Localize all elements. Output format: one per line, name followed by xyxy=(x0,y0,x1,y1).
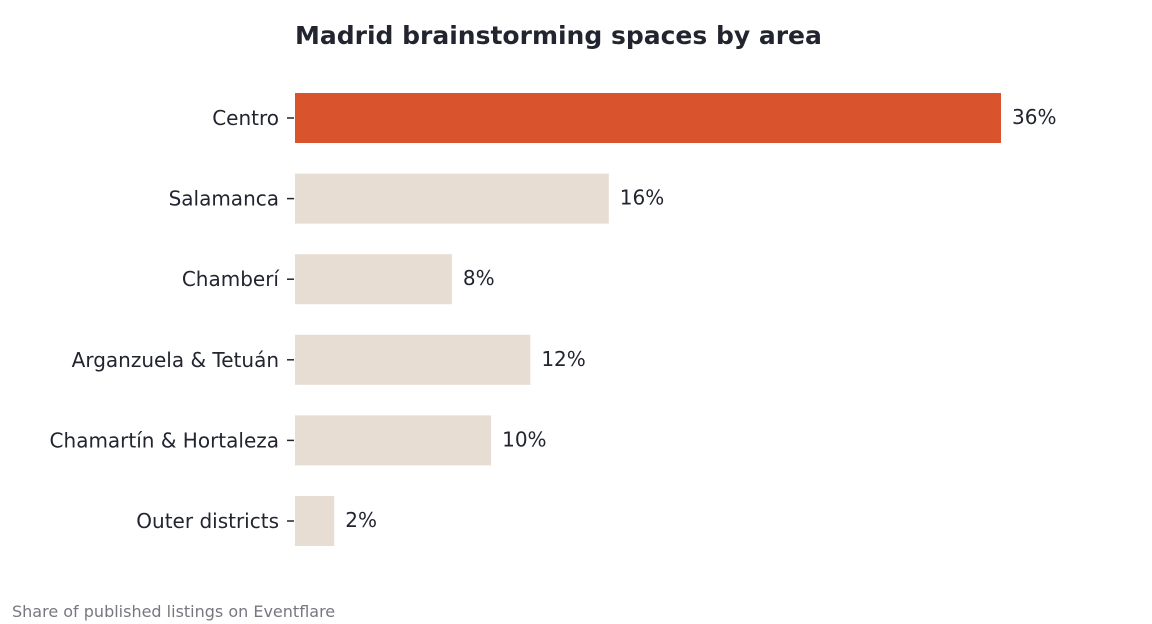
data-label-2: 8% xyxy=(463,266,495,290)
data-label-1: 16% xyxy=(620,186,664,210)
y-tick-label-5: Outer districts xyxy=(136,509,279,533)
chart-title: Madrid brainstorming spaces by area xyxy=(295,21,822,50)
bar-0 xyxy=(295,93,1001,143)
y-tick-label-4: Chamartín & Hortaleza xyxy=(50,428,279,452)
bar-2 xyxy=(295,254,452,305)
y-tick-label-2: Chamberí xyxy=(182,267,281,291)
footnote: Share of published listings on Eventflar… xyxy=(12,602,336,621)
bar-3 xyxy=(295,334,531,385)
y-tick-label-1: Salamanca xyxy=(169,187,279,211)
data-label-3: 12% xyxy=(541,347,585,371)
y-tick-label-0: Centro xyxy=(212,106,279,130)
data-label-5: 2% xyxy=(345,508,377,532)
bar-4 xyxy=(295,415,492,466)
bar-chart: Madrid brainstorming spaces by area Cent… xyxy=(50,21,1056,546)
data-label-0: 36% xyxy=(1012,105,1056,129)
bar-1 xyxy=(295,173,609,224)
y-tick-label-3: Arganzuela & Tetuán xyxy=(72,348,279,372)
data-label-4: 10% xyxy=(502,427,546,451)
bar-5 xyxy=(295,496,335,546)
